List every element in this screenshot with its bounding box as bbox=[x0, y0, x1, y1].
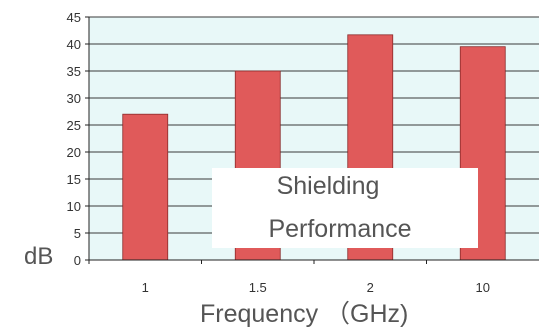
y-axis-title: dB bbox=[24, 243, 53, 270]
x-tick-label: 10 bbox=[476, 280, 490, 295]
y-tick-label: 35 bbox=[67, 64, 81, 79]
annotation-line-1: Shielding bbox=[277, 172, 380, 200]
bar-1 bbox=[122, 113, 169, 261]
x-axis-title: Frequency （GHz) bbox=[200, 300, 408, 328]
y-tick-label: 25 bbox=[67, 118, 81, 133]
y-tick-labels: 0 5 10 15 20 25 30 35 40 45 bbox=[67, 10, 81, 268]
y-tick-label: 15 bbox=[67, 172, 81, 187]
y-tick-label: 20 bbox=[67, 145, 81, 160]
y-tick-label: 10 bbox=[67, 199, 81, 214]
annotation-box bbox=[212, 168, 478, 248]
x-tick-label: 1 bbox=[142, 280, 149, 295]
y-tick-label: 5 bbox=[74, 226, 81, 241]
x-tick-label: 2 bbox=[367, 280, 374, 295]
y-tick-label: 45 bbox=[67, 10, 81, 25]
y-tick-label: 0 bbox=[74, 253, 81, 268]
annotation-line-2: Performance bbox=[268, 215, 411, 243]
y-tick-label: 40 bbox=[67, 37, 81, 52]
x-tick-label: 1.5 bbox=[249, 280, 267, 295]
x-tick-labels: 1 1.5 2 10 bbox=[88, 260, 490, 295]
y-tick-label: 30 bbox=[67, 91, 81, 106]
